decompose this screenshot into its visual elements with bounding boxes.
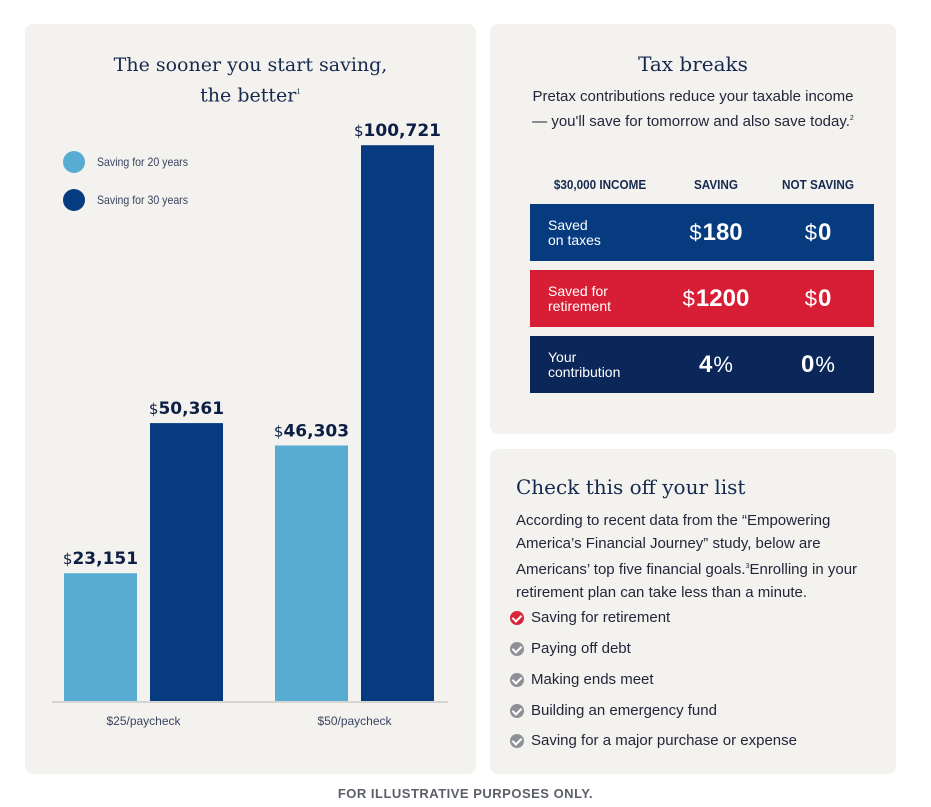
tax-row-not-saving-value: 0% xyxy=(762,336,874,393)
legend-item-20-years: Saving for 20 years xyxy=(63,151,200,173)
goal-item: Making ends meet xyxy=(510,671,654,688)
legend-dot-20-years xyxy=(63,151,85,173)
percent-symbol: % xyxy=(815,351,835,377)
legend-label-30-years: Saving for 30 years xyxy=(97,193,188,207)
currency-symbol: $ xyxy=(804,219,817,245)
tax-row-label-line2: contribution xyxy=(548,363,621,380)
goal-label: Saving for retirement xyxy=(531,609,671,626)
tax-row-saving-value: $1200 xyxy=(660,270,772,327)
bar-value-label: $23,151 xyxy=(63,549,138,569)
tax-row-label-line2: retirement xyxy=(548,297,612,314)
checklist-footnote: 3 xyxy=(745,563,750,570)
tax-header-saving: SAVING xyxy=(693,177,738,192)
legend-label-20-years: Saving for 20 years xyxy=(97,155,188,169)
chart-title-line2: the better xyxy=(200,84,297,107)
checklist-description-part2: Enrolling in your retirement plan can ta… xyxy=(516,561,858,601)
tax-description-text: Pretax contributions reduce your taxable… xyxy=(532,88,854,130)
tax-row-your-contribution: Your contribution 4% 0% xyxy=(530,336,874,393)
tax-row-saved-for-retirement: Saved for retirement $1200 $0 xyxy=(530,270,874,327)
tax-header-not-saving: NOT SAVING xyxy=(782,177,854,192)
tax-row-not-saving-value: $0 xyxy=(762,270,874,327)
saving-percent: 4 xyxy=(699,350,713,378)
goal-label: Paying off debt xyxy=(531,640,631,657)
chart-title-footnote: 1 xyxy=(296,88,301,96)
currency-symbol: $ xyxy=(682,285,695,311)
not-saving-amount: 0 xyxy=(817,218,832,246)
goal-label: Building an emergency fund xyxy=(531,702,717,719)
goal-item: Saving for retirement xyxy=(510,609,670,626)
not-saving-amount: 0 xyxy=(817,284,832,312)
disclaimer-footer: FOR ILLUSTRATIVE PURPOSES ONLY. xyxy=(337,786,594,801)
check-circle-icon xyxy=(510,610,524,625)
bar-value-label: $46,303 xyxy=(274,421,349,441)
savings-chart-card: The sooner you start saving, the better1… xyxy=(25,24,476,774)
tax-row-label: Your contribution xyxy=(548,336,658,393)
percent-symbol: % xyxy=(713,351,733,377)
currency-symbol: $ xyxy=(804,285,817,311)
tax-description: Pretax contributions reduce your taxable… xyxy=(530,86,856,133)
check-circle-icon xyxy=(510,733,524,748)
tax-row-label-line1: Your xyxy=(548,348,577,365)
bar xyxy=(64,573,137,701)
currency-symbol: $ xyxy=(689,219,702,245)
check-circle-icon xyxy=(510,672,524,687)
tax-row-saving-value: 4% xyxy=(660,336,772,393)
checklist-card: Check this off your list According to re… xyxy=(490,449,896,774)
checklist-description-part1: According to recent data from the “Empow… xyxy=(516,512,831,578)
not-saving-percent: 0 xyxy=(801,350,815,378)
goal-label: Making ends meet xyxy=(531,671,654,688)
goal-item: Paying off debt xyxy=(510,640,631,657)
bar-value-label: $50,361 xyxy=(149,399,224,419)
saving-amount: 1200 xyxy=(695,284,750,312)
check-circle-icon xyxy=(510,703,524,718)
bar-value-label: $100,721 xyxy=(354,121,441,141)
tax-footnote: 2 xyxy=(849,115,854,122)
bar xyxy=(361,145,434,701)
legend-dot-30-years xyxy=(63,189,85,211)
bar xyxy=(150,423,223,701)
bar xyxy=(275,445,348,701)
tax-row-label: Saved on taxes xyxy=(548,204,658,261)
chart-title-line1: The sooner you start saving, xyxy=(113,54,388,76)
saving-amount: 180 xyxy=(702,218,743,246)
tax-row-label: Saved for retirement xyxy=(548,270,658,327)
check-circle-icon xyxy=(510,641,524,656)
goal-item: Saving for a major purchase or expense xyxy=(510,732,797,749)
goal-item: Building an emergency fund xyxy=(510,702,717,719)
legend-item-30-years: Saving for 30 years xyxy=(63,189,200,211)
checklist-description: According to recent data from the “Empow… xyxy=(516,509,878,604)
tax-row-not-saving-value: $0 xyxy=(762,204,874,261)
tax-row-label-line2: on taxes xyxy=(548,231,601,248)
tax-row-label-line1: Saved xyxy=(548,216,588,233)
checklist-title: Check this off your list xyxy=(516,475,746,499)
tax-row-saved-on-taxes: Saved on taxes $180 $0 xyxy=(530,204,874,261)
tax-breaks-card: Tax breaks Pretax contributions reduce y… xyxy=(490,24,896,434)
tax-row-saving-value: $180 xyxy=(660,204,772,261)
tax-row-label-line1: Saved for xyxy=(548,282,608,299)
tax-title: Tax breaks xyxy=(638,52,748,76)
x-tick-label: $25/paycheck xyxy=(106,714,181,728)
bar-chart: $23,151 $50,361 $25/paycheck $46,303 $100,72… xyxy=(52,121,448,728)
x-tick-label: $50/paycheck xyxy=(317,714,392,728)
chart-title: The sooner you start saving, the better1 xyxy=(25,52,476,109)
tax-header-income: $30,000 INCOME xyxy=(553,177,647,192)
goal-label: Saving for a major purchase or expense xyxy=(531,732,797,749)
